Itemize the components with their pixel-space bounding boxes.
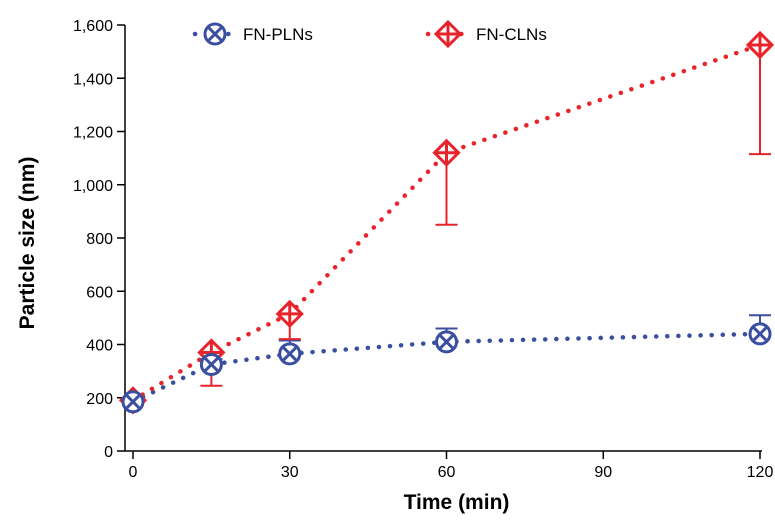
legend-label: FN-PLNs bbox=[243, 25, 313, 44]
data-series bbox=[118, 30, 775, 415]
x-tick-label: 30 bbox=[281, 464, 299, 481]
y-tick-label: 200 bbox=[86, 391, 113, 408]
legend-marker bbox=[203, 22, 227, 46]
series-markers bbox=[118, 30, 775, 415]
x-tick-label: 120 bbox=[747, 464, 774, 481]
fn-clns-error-bar bbox=[749, 44, 771, 156]
fn-clns-point bbox=[745, 30, 775, 60]
fn-plns-point bbox=[199, 352, 223, 376]
fn-clns-point bbox=[432, 138, 461, 167]
y-tick-label: 600 bbox=[86, 284, 113, 301]
y-tick-label: 1,400 bbox=[73, 71, 113, 88]
y-tick-label: 1,000 bbox=[73, 178, 113, 195]
x-axis-title: Time (min) bbox=[404, 491, 510, 514]
axis-ticks: 0 200 400 600 800 1,000 1,200 1,400 1,600 0 30 60 90… bbox=[73, 18, 773, 481]
legend-label: FN-CLNs bbox=[476, 25, 547, 44]
fn-plns-point bbox=[278, 342, 302, 366]
x-tick-label: 90 bbox=[594, 464, 612, 481]
legend-marker bbox=[433, 19, 463, 49]
y-tick-label: 1,600 bbox=[73, 18, 113, 35]
y-tick-label: 1,200 bbox=[73, 125, 113, 142]
y-axis-title: Particle size (nm) bbox=[16, 157, 39, 330]
y-tick-label: 0 bbox=[104, 444, 113, 461]
fn-clns-point bbox=[275, 299, 304, 329]
fn-plns-point bbox=[121, 390, 145, 414]
legend: FN-PLNs FN-CLNs bbox=[192, 19, 547, 49]
legend-item-fn-plns: FN-PLNs bbox=[192, 22, 313, 46]
x-tick-label: 60 bbox=[438, 464, 456, 481]
x-tick-label: 0 bbox=[129, 464, 138, 481]
fn-plns-point bbox=[435, 330, 458, 354]
legend-item-fn-clns: FN-CLNs bbox=[425, 19, 547, 49]
error-bars bbox=[200, 44, 771, 387]
fn-plns-point bbox=[748, 322, 772, 346]
y-tick-label: 800 bbox=[86, 231, 113, 248]
y-tick-label: 400 bbox=[86, 338, 113, 355]
axes bbox=[124, 25, 762, 452]
